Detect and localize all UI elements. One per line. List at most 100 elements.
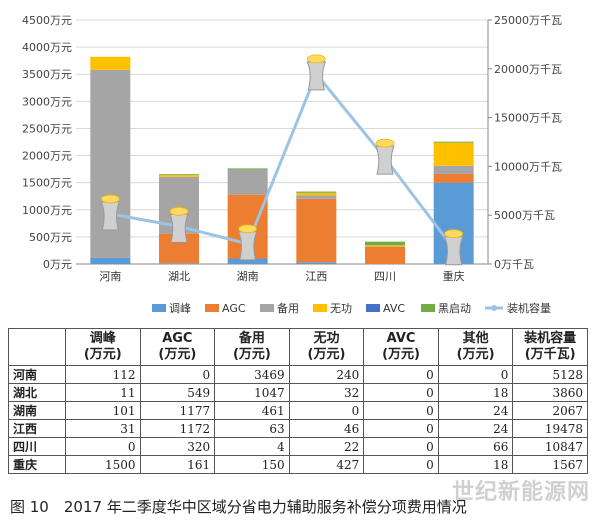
legend-swatch — [205, 304, 219, 312]
table-header-cell: 调峰 (万元) — [65, 328, 141, 366]
header-line2: (万元) — [83, 347, 122, 362]
y-right-tick-label: 5000万千瓦 — [494, 209, 555, 222]
table-cell: 22 — [288, 437, 365, 456]
table-header-row: 调峰 (万元) AGC (万元) 备用 (万元) 无功 (万元) AVC (万元) 其他 (万元) 装机… — [8, 328, 588, 366]
table-header-cell: AVC (万元) — [363, 328, 439, 366]
header-line2: (万元) — [158, 347, 197, 362]
table-cell: 1177 — [139, 401, 216, 420]
table-cell: 32 — [288, 383, 365, 402]
legend-label: AGC — [222, 302, 246, 315]
cooling-tower-icon — [169, 213, 189, 243]
x-tick-label: 江西 — [305, 270, 327, 283]
legend-label: 调峰 — [169, 302, 191, 315]
table-cell: 24 — [437, 419, 514, 438]
header-line1: 备用 — [238, 331, 265, 346]
x-tick-label: 河南 — [99, 270, 121, 283]
x-tick-label: 重庆 — [443, 269, 465, 283]
data-table: 调峰 (万元) AGC (万元) 备用 (万元) 无功 (万元) AVC (万元) 其他 (万元) 装机… — [8, 328, 588, 474]
header-line1: 其他 — [462, 331, 489, 346]
bar-segment — [296, 195, 337, 199]
table-cell: 549 — [139, 383, 216, 402]
row-label: 湖北 — [8, 383, 66, 402]
figure-caption: 图 10 2017 年二季度华中区域分省电力辅助服务补偿分项费用情况 — [10, 498, 467, 516]
table-header-cell: 其他 (万元) — [437, 328, 514, 366]
bar-segment — [227, 258, 268, 264]
table-row: 河南 112 0 3469 240 0 0 5128 — [8, 365, 588, 384]
table-header-cell: 装机容量 (万千瓦) — [512, 328, 588, 366]
y-left-tick-label: 0万元 — [43, 258, 72, 271]
table-cell: 18 — [437, 455, 514, 474]
bar-segment — [296, 192, 337, 196]
y-left-tick-label: 4000万元 — [22, 41, 72, 54]
table-cell: 0 — [363, 401, 439, 420]
table-cell: 46 — [288, 419, 365, 438]
row-label: 湖南 — [8, 401, 66, 420]
table-cell: 0 — [363, 437, 439, 456]
bar-segment — [365, 246, 405, 247]
steam-icon — [444, 229, 464, 239]
legend-swatch — [152, 304, 166, 312]
header-line2: (万元) — [382, 347, 420, 362]
y-left-tick-label: 1000万元 — [22, 204, 72, 217]
bar-segment — [159, 263, 199, 264]
table-cell: 66 — [437, 437, 514, 456]
row-label: 重庆 — [8, 455, 66, 474]
bar-segment — [365, 241, 405, 246]
bar-segment — [433, 142, 474, 166]
legend-label: AVC — [383, 302, 405, 315]
legend-label: 备用 — [277, 301, 299, 315]
table-cell: 4 — [214, 437, 290, 456]
bar-segment — [90, 56, 131, 70]
header-line1: 装机容量 — [524, 331, 577, 346]
row-label: 四川 — [8, 437, 66, 456]
bar-segment — [227, 169, 268, 195]
table-cell: 11 — [65, 383, 141, 402]
y-right-tick-label: 15000万千瓦 — [494, 112, 562, 125]
table-cell: 3469 — [214, 365, 290, 384]
y-left-tick-label: 1500万元 — [22, 177, 72, 190]
capacity-line — [110, 70, 455, 250]
bar-segment — [365, 245, 405, 247]
table-cell: 161 — [139, 455, 216, 474]
row-label: 河南 — [8, 365, 66, 384]
table-cell: 0 — [288, 401, 365, 420]
bar-segment — [296, 198, 337, 263]
table-cell: 427 — [288, 455, 365, 474]
table-cell: 0 — [363, 365, 439, 384]
bar-segment — [159, 174, 199, 176]
table-row: 湖南 101 1177 461 0 0 24 2067 — [8, 401, 588, 420]
table-cell: 101 — [65, 401, 141, 420]
header-line1: 无功 — [313, 331, 340, 346]
table-header-cell: 无功 (万元) — [288, 328, 365, 366]
legend-label: 装机容量 — [507, 301, 551, 315]
steam-icon — [306, 54, 326, 64]
legend-swatch — [366, 304, 380, 312]
table-cell: 0 — [65, 437, 141, 456]
header-line2: (万元) — [456, 347, 495, 362]
table-cell: 18 — [437, 383, 514, 402]
bar-segment — [433, 141, 474, 143]
table-cell: 320 — [139, 437, 216, 456]
table-cell: 19478 — [512, 419, 588, 438]
header-line1: AGC — [162, 331, 193, 346]
table-cell: 112 — [65, 365, 141, 384]
y-right-tick-label: 25000万千瓦 — [494, 14, 562, 27]
bar-segment — [365, 246, 405, 264]
header-line1: 调峰 — [89, 331, 116, 346]
table-cell: 63 — [214, 419, 290, 438]
legend-swatch — [260, 304, 274, 312]
table-header-cell — [8, 328, 66, 366]
table-cell: 2067 — [512, 401, 588, 420]
header-line1: AVC — [386, 331, 416, 346]
cooling-tower-icon — [100, 201, 121, 231]
y-left-tick-label: 2500万元 — [22, 122, 72, 135]
x-tick-label: 四川 — [374, 270, 396, 283]
legend-swatch — [313, 304, 327, 312]
table-cell: 0 — [363, 455, 439, 474]
table-cell: 0 — [437, 365, 514, 384]
x-tick-label: 湖南 — [237, 270, 259, 283]
x-tick-label: 湖北 — [168, 270, 190, 283]
legend-swatch — [421, 304, 435, 312]
y-right-tick-label: 0万千瓦 — [494, 258, 534, 271]
table-cell: 0 — [363, 419, 439, 438]
